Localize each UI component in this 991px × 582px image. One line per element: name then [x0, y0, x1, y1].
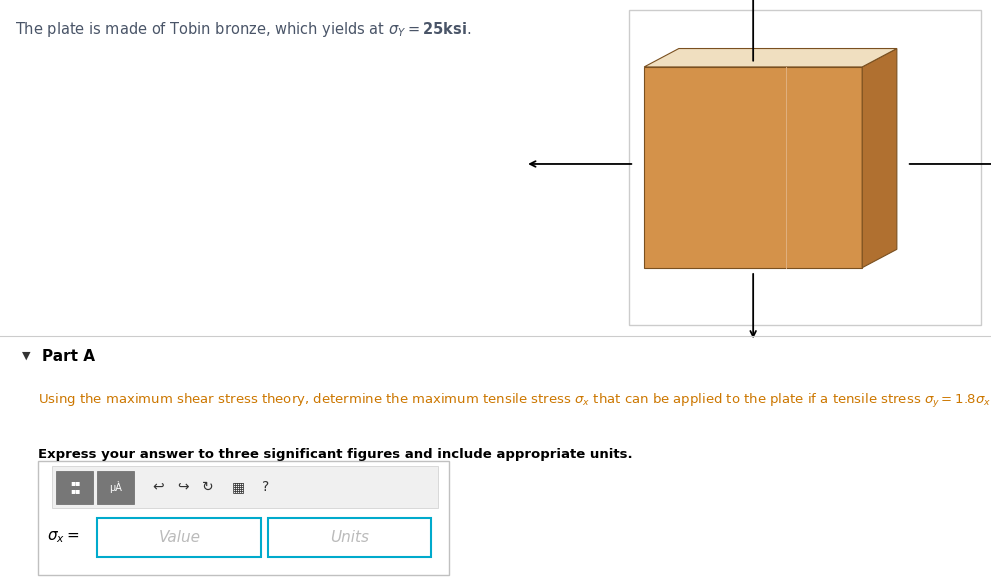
- Text: μÀ: μÀ: [110, 481, 122, 493]
- Text: Using the maximum shear stress theory, determine the maximum tensile stress $\si: Using the maximum shear stress theory, d…: [38, 392, 991, 410]
- Bar: [52, 466, 438, 508]
- Text: ▪▪
▪▪: ▪▪ ▪▪: [70, 478, 80, 495]
- Text: $\sigma_x =$: $\sigma_x =$: [47, 530, 79, 545]
- Text: ▦: ▦: [231, 480, 245, 494]
- Polygon shape: [862, 48, 897, 268]
- Text: ▼: ▼: [22, 351, 31, 361]
- Text: Express your answer to three significant figures and include appropriate units.: Express your answer to three significant…: [38, 448, 632, 462]
- Bar: [97, 518, 261, 558]
- Polygon shape: [644, 67, 862, 268]
- Polygon shape: [644, 48, 897, 67]
- Text: Units: Units: [330, 530, 370, 545]
- Bar: [629, 10, 981, 325]
- Text: ↩: ↩: [153, 480, 165, 494]
- Bar: [97, 471, 134, 504]
- Bar: [56, 471, 93, 504]
- Text: ↻: ↻: [202, 480, 214, 494]
- Bar: [38, 461, 449, 574]
- Text: ↪: ↪: [177, 480, 189, 494]
- Text: The plate is made of Tobin bronze, which yields at $\sigma_Y = \mathbf{25ksi}$.: The plate is made of Tobin bronze, which…: [15, 20, 471, 39]
- Text: Value: Value: [159, 530, 200, 545]
- Text: Part A: Part A: [42, 349, 94, 364]
- Text: ?: ?: [262, 480, 270, 494]
- Bar: [268, 518, 431, 558]
